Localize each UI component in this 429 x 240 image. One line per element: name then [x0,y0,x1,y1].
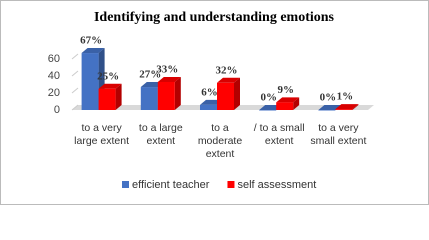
bar-side [115,83,122,110]
grid-line [71,87,79,94]
bar [318,110,336,111]
value-label: 32% [216,64,238,76]
bar-top [217,77,240,83]
bar-side [234,77,240,110]
bar [81,53,99,110]
value-label: 9% [277,84,294,96]
bar [335,109,353,110]
bar [157,81,175,110]
grid-line [71,53,79,60]
bar [259,110,277,111]
value-label: 0% [320,92,337,104]
chart-title: Identifying and understanding emotions [94,10,335,25]
grid-line [71,104,79,111]
value-label: 0% [260,92,277,104]
x-tick-label: to a large extent [138,122,183,147]
legend-label: efficient teacher [132,179,210,191]
bar-top [318,105,342,110]
value-label: 33% [156,63,178,75]
value-label: 6% [201,86,218,98]
value-label: 25% [97,70,119,82]
bar [200,104,217,110]
bar-top [157,76,181,82]
x-tick-label: to a moderate extent [197,122,243,160]
value-label: 67% [80,35,102,47]
grid-line [71,70,79,77]
chart: Identifying and understanding emotions 0… [0,0,429,205]
legend-swatch [227,181,235,188]
bar [98,88,116,110]
bar-top [276,97,300,103]
y-tick-label: 20 [48,87,60,99]
bar [276,102,294,110]
x-tick-label: / to a small extent [253,122,305,147]
y-tick-label: 40 [48,70,60,82]
x-tick-label: to a very small extent [310,122,367,147]
chart-container: Identifying and understanding emotions 0… [0,0,429,205]
x-tick-label: to a very large extent [74,122,130,147]
bar-top [81,48,105,54]
y-tick-label: 60 [48,53,60,65]
value-label: 27% [139,69,161,81]
bar-side [293,97,300,110]
y-tick-label: 0 [54,104,60,116]
bar-top [98,83,122,89]
value-label: 1% [337,91,354,103]
bar [140,87,158,110]
bar-side [174,76,181,110]
bar [217,82,234,110]
bar-side [352,104,359,110]
bar-top [335,104,359,110]
legend-swatch [122,181,129,188]
legend-label: self assessment [237,179,316,191]
